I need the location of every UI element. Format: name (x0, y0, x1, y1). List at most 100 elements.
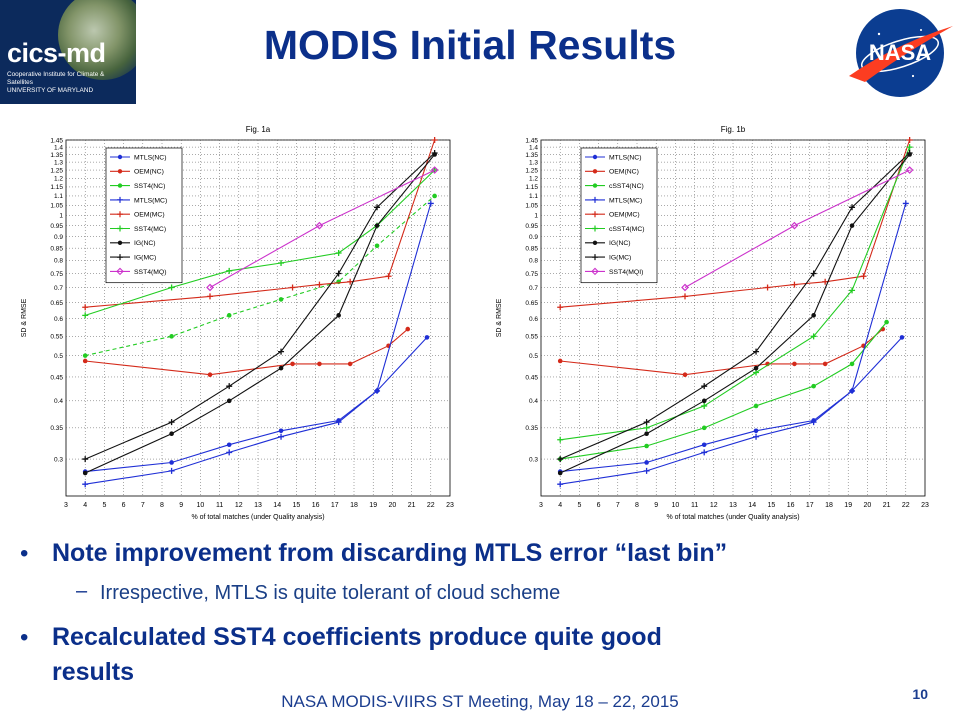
data-point (374, 223, 380, 228)
data-point (207, 293, 213, 300)
data-point (347, 361, 353, 367)
x-tick-label: 9 (179, 502, 183, 509)
y-tick-label: 1.05 (50, 203, 63, 210)
legend: MTLS(NC) OEM(NC) cSST4(NC) MTLS(MC) OEM(MC) c… (580, 147, 658, 284)
data-point (906, 144, 913, 151)
nasa-star (877, 32, 881, 36)
data-point (278, 428, 284, 434)
data-point (431, 167, 438, 174)
data-point (810, 270, 817, 277)
data-point (169, 460, 174, 465)
data-point (424, 335, 430, 340)
x-tick-label: 8 (160, 502, 164, 509)
y-tick-label: 1.3 (529, 159, 538, 166)
data-point (431, 137, 438, 143)
x-tick-label: 16 (787, 502, 795, 509)
x-tick-label: 17 (331, 502, 339, 509)
legend-marker (117, 196, 123, 203)
page-number: 10 (912, 686, 928, 702)
legend-entry: OEM(MC) (134, 212, 165, 219)
y-tick-label: 0.3 (529, 456, 538, 463)
x-tick-label: 4 (83, 502, 87, 509)
legend-marker (592, 254, 598, 261)
data-point (849, 361, 855, 367)
data-point (753, 365, 759, 371)
data-point (701, 425, 707, 431)
data-point (278, 433, 285, 440)
data-point (701, 449, 708, 456)
y-tick-label: 0.45 (525, 374, 538, 381)
nasa-star (920, 29, 922, 31)
y-tick-label: 0.5 (529, 353, 538, 360)
data-point (753, 348, 760, 355)
y-tick-label: 0.75 (525, 271, 538, 278)
x-tick-label: 15 (768, 502, 776, 509)
y-tick-label: 0.55 (525, 334, 538, 341)
series-line (209, 169, 435, 288)
x-tick-label: 12 (710, 502, 718, 509)
y-tick-label: 1.45 (525, 137, 538, 144)
y-tick-label: 1.25 (525, 167, 538, 174)
nasa-star (911, 74, 915, 78)
nasa-logo-text: NASA (869, 40, 931, 65)
data-point (316, 281, 323, 288)
legend-marker (117, 183, 123, 188)
sub-bullet-marker: – (76, 580, 88, 602)
data-point (278, 259, 285, 266)
legend-entry: MTLS(MC) (134, 197, 167, 204)
y-tick-label: 0.8 (54, 258, 63, 265)
data-point (207, 372, 213, 378)
data-point (226, 398, 232, 404)
y-tick-label: 1.45 (50, 137, 63, 144)
y-tick-label: 1 (59, 213, 63, 220)
legend-entry: MTLS(NC) (134, 154, 166, 161)
data-point (168, 467, 175, 474)
data-point (557, 358, 563, 364)
y-tick-label: 1.2 (529, 176, 538, 183)
y-tick-label: 1.35 (525, 152, 538, 159)
data-point (860, 273, 867, 280)
y-tick-label: 1.2 (54, 176, 63, 183)
bullet-2-text-line2: results (52, 658, 134, 686)
y-tick-label: 1.4 (54, 144, 63, 151)
legend-marker (592, 196, 598, 203)
bullet-marker: • (20, 540, 29, 567)
x-tick-label: 7 (616, 502, 620, 509)
y-tick-label: 0.9 (529, 234, 538, 241)
y-tick-label: 0.55 (50, 334, 63, 341)
logo-subtitle-line2: UNIVERSITY OF MARYLAND (7, 87, 94, 94)
y-tick-label: 0.6 (529, 316, 538, 323)
x-tick-label: 3 (539, 502, 543, 509)
series-IG(MC) (557, 149, 913, 463)
data-point (643, 419, 650, 426)
y-tick-label: 1.05 (525, 203, 538, 210)
data-point (906, 137, 913, 143)
x-tick-label: 23 (921, 502, 929, 509)
series-MTLS(MC) (557, 200, 909, 488)
bullet-marker: • (20, 624, 29, 651)
series-OEM(MC) (82, 137, 438, 311)
data-point (701, 442, 707, 448)
data-point (811, 313, 816, 318)
x-tick-label: 20 (389, 502, 397, 509)
page-title: MODIS Initial Results (263, 22, 677, 68)
x-tick-label: 11 (216, 502, 223, 509)
data-point (849, 287, 856, 294)
y-tick-label: 0.65 (525, 300, 538, 307)
y-tick-label: 1.25 (50, 167, 63, 174)
data-point (431, 149, 438, 156)
data-point (822, 278, 829, 285)
data-point (644, 460, 649, 465)
legend-marker (591, 267, 599, 276)
data-point (682, 293, 688, 300)
y-tick-label: 0.6 (54, 316, 63, 323)
data-point (335, 249, 342, 256)
data-point (226, 383, 233, 390)
y-tick-label: 0.4 (529, 398, 538, 405)
legend-marker (117, 225, 123, 232)
x-tick-label: 13 (729, 502, 737, 509)
y-tick-label: 1.15 (525, 184, 538, 191)
data-point (906, 149, 913, 156)
x-tick-label: 14 (273, 502, 281, 509)
legend-marker (117, 240, 123, 245)
